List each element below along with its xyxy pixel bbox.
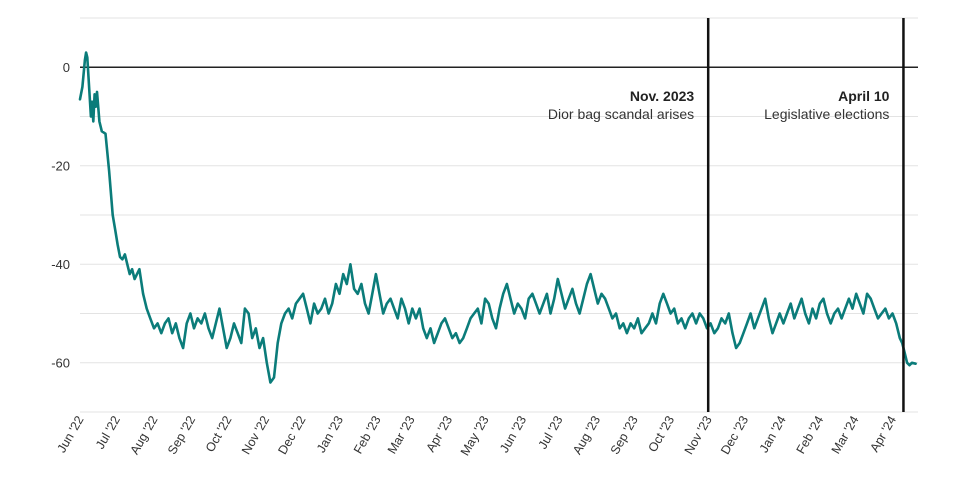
annotation-text: Legislative elections (764, 106, 889, 122)
y-tick-label: -20 (51, 158, 70, 173)
x-tick-label: Dec '22 (275, 413, 308, 456)
x-tick-label: Apr '23 (424, 413, 456, 454)
x-tick-label: Aug '23 (570, 413, 603, 456)
y-tick-label: -40 (51, 257, 70, 272)
y-tick-label: 0 (63, 60, 70, 75)
series-line (78, 51, 917, 384)
annotations-group: Nov. 2023 Dior bag scandal arises April 10… (548, 18, 905, 412)
x-tick-label: Jul '22 (93, 413, 123, 451)
x-tick-label: Nov '22 (239, 413, 272, 456)
x-tick-label: Sep '23 (608, 413, 641, 456)
y-axis: 0 -20 -40 -60 (51, 60, 70, 371)
series-group (78, 51, 917, 384)
x-tick-label: Mar '23 (385, 413, 418, 456)
y-tick-label: -60 (51, 355, 70, 370)
grid-lines (80, 17, 918, 413)
x-tick-label: Feb '24 (794, 413, 827, 456)
x-tick-label: Feb '23 (351, 413, 384, 456)
x-tick-label: Jun '23 (497, 413, 529, 455)
x-tick-label: Apr '24 (867, 413, 899, 454)
annotation-title: April 10 (838, 88, 890, 104)
x-tick-label: May '23 (458, 413, 492, 458)
x-tick-label: Dec '23 (718, 413, 751, 456)
x-tick-label: Nov '23 (682, 413, 715, 456)
x-tick-label: Jan '23 (314, 413, 346, 455)
x-axis: Jun '22 Jul '22 Aug '22 Sep '22 Oct '22 Nov '… (55, 413, 900, 458)
annotation-title: Nov. 2023 (630, 88, 695, 104)
x-tick-label: Jun '22 (55, 413, 87, 455)
x-tick-label: Jan '24 (757, 413, 789, 455)
x-tick-label: Mar '24 (829, 413, 862, 456)
x-tick-label: Jul '23 (536, 413, 566, 451)
x-tick-label: Aug '22 (127, 413, 160, 456)
x-tick-label: Oct '23 (645, 413, 677, 454)
x-tick-label: Oct '22 (203, 413, 235, 454)
annotation-text: Dior bag scandal arises (548, 106, 694, 122)
x-tick-label: Sep '22 (165, 413, 198, 456)
